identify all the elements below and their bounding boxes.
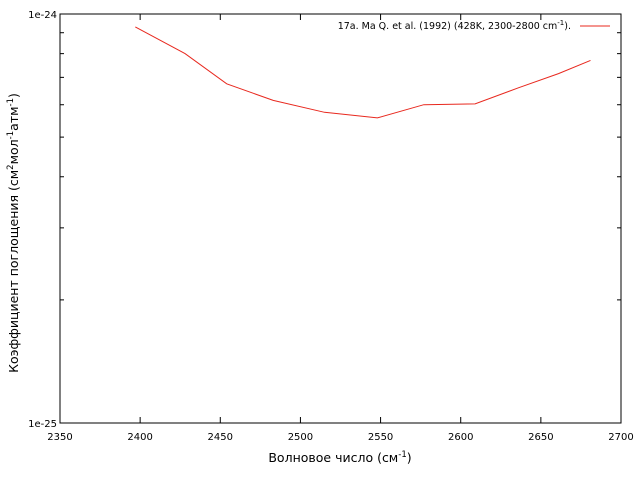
x-tick-label: 2700 — [608, 432, 633, 443]
legend: 17a. Ma Q. et al. (1992) (428K, 2300-280… — [338, 19, 610, 32]
x-tick-label: 2350 — [47, 432, 72, 443]
y-axis-label: Коэффициент поглощения (см2мол-1атм-1) — [6, 93, 21, 373]
x-tick-label: 2450 — [208, 432, 233, 443]
x-axis-label: Волновое число (см-1) — [268, 450, 411, 465]
x-tick-label: 2600 — [448, 432, 473, 443]
x-tick-label: 2550 — [368, 432, 393, 443]
x-tick-label: 2500 — [288, 432, 313, 443]
y-tick-label: 1e-25 — [28, 419, 57, 430]
legend-label: 17a. Ma Q. et al. (1992) (428K, 2300-280… — [338, 19, 571, 32]
x-axis-ticks: 2350 2400 2450 2500 2550 2600 2650 2700 — [47, 14, 634, 443]
x-tick-label: 2650 — [528, 432, 553, 443]
plot-frame — [59, 13, 622, 424]
y-axis-ticks: 1e-25 1e-24 — [28, 10, 621, 430]
series-line — [135, 26, 591, 119]
x-tick-label: 2400 — [127, 432, 152, 443]
y-tick-label: 1e-24 — [28, 10, 57, 21]
